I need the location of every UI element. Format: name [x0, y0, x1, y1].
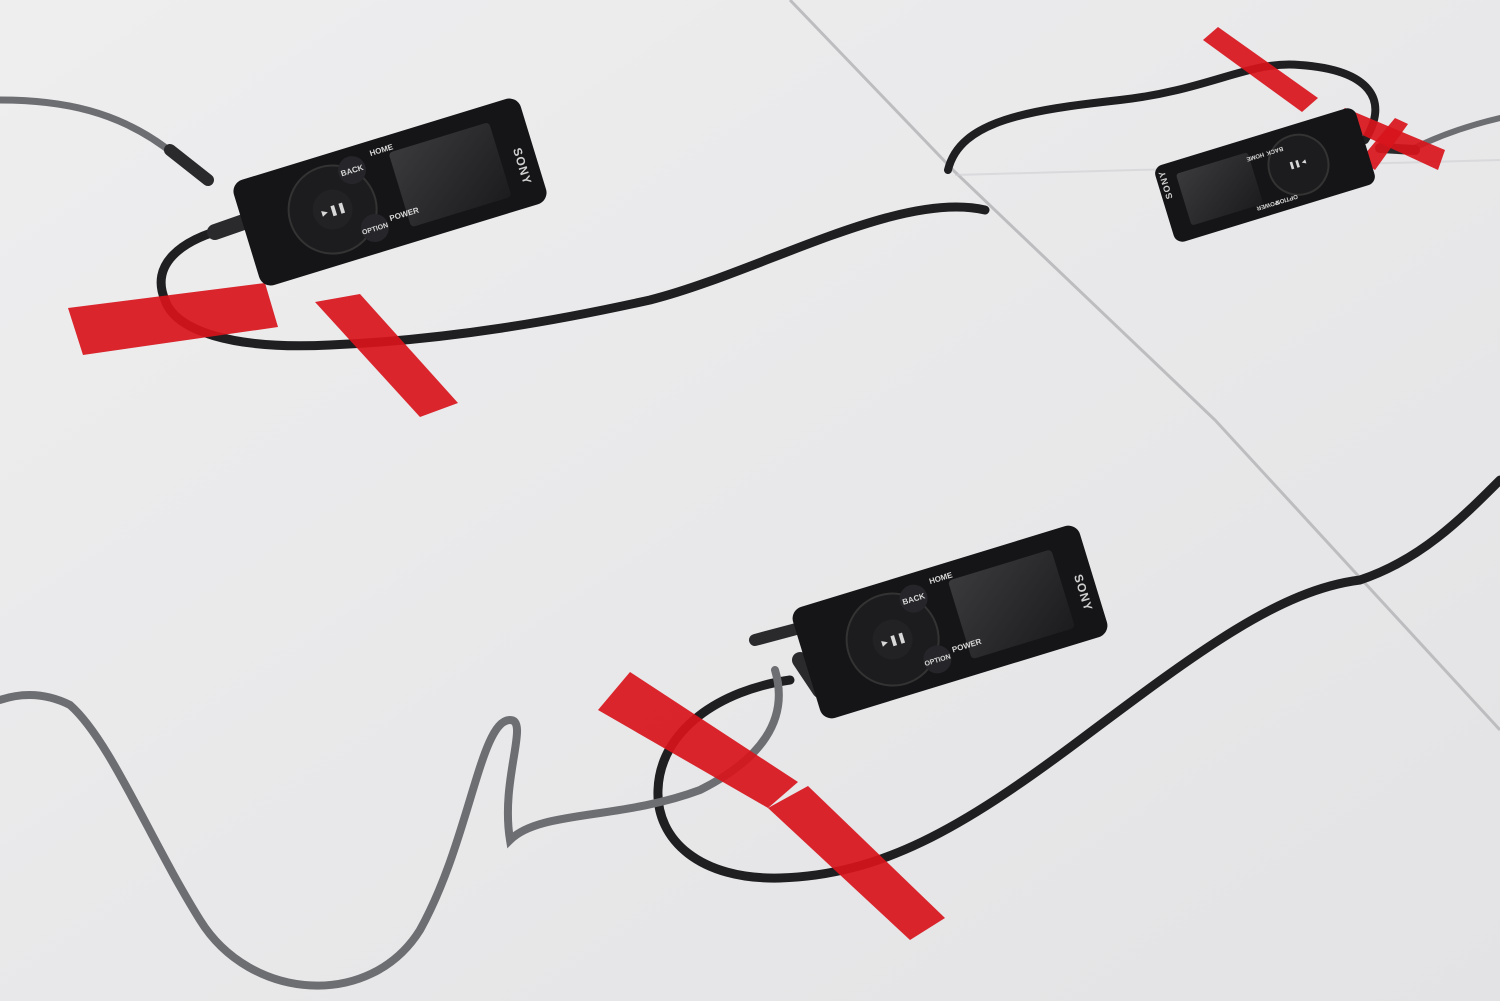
black-usb-cable — [156, 202, 990, 351]
red-tape — [598, 672, 798, 808]
sony-mp3-player: ►❚❚ HOME BACK POWER OPTION SONY — [1155, 108, 1375, 242]
sony-mp3-player: ►❚❚ BACK HOME OPTION POWER SONY — [792, 525, 1108, 719]
red-tape — [315, 294, 458, 417]
back-button — [337, 156, 366, 185]
black-usb-cable — [944, 60, 1380, 174]
red-tape — [1203, 27, 1318, 112]
surface-seam — [788, 0, 1500, 732]
headphone-plug — [749, 622, 806, 646]
option-button — [360, 213, 389, 242]
home-label: HOME — [1246, 151, 1265, 162]
player-screen — [389, 123, 511, 227]
red-tape — [68, 283, 278, 355]
play-pause-button — [312, 189, 353, 230]
sony-mp3-player: ►❚❚ BACK HOME OPTION POWER SONY — [233, 98, 547, 286]
headphone-plug — [164, 144, 214, 186]
option-button — [923, 645, 952, 674]
black-usb-cable — [653, 475, 1500, 883]
back-button — [899, 584, 928, 613]
red-tape — [1360, 118, 1408, 170]
back-label: BACK — [1265, 145, 1284, 156]
player-screen — [1176, 152, 1263, 225]
control-wheel — [1267, 133, 1330, 196]
gray-headphone-cable — [0, 96, 179, 159]
player-screen — [948, 550, 1075, 659]
red-tape — [768, 786, 945, 940]
play-pause-button — [872, 619, 913, 660]
gray-headphone-cable — [0, 666, 783, 990]
